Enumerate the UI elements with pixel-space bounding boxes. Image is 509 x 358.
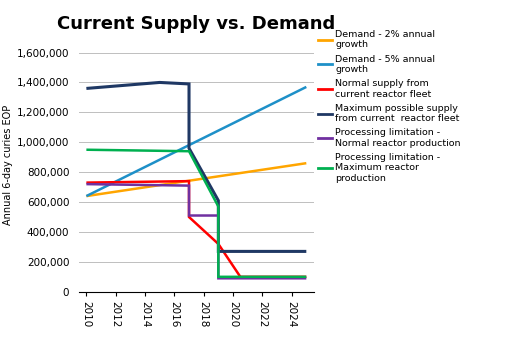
Line: Processing limitation -
Normal reactor production: Processing limitation - Normal reactor p…	[86, 184, 306, 278]
Maximum possible supply
from current  reactor fleet	[186, 82, 192, 86]
Maximum possible supply
from current  reactor fleet	[244, 249, 250, 253]
Processing limitation -
Normal reactor production	[186, 183, 192, 188]
Processing limitation -
Maximum reactor
production	[237, 275, 243, 279]
Processing limitation -
Normal reactor production	[186, 213, 192, 218]
Y-axis label: Annual 6-day curies EOP: Annual 6-day curies EOP	[3, 105, 13, 225]
Maximum possible supply
from current  reactor fleet	[244, 249, 250, 253]
Normal supply from
current reactor fleet	[215, 242, 221, 246]
Maximum possible supply
from current  reactor fleet	[303, 249, 309, 253]
Normal supply from
current reactor fleet	[237, 275, 243, 279]
Processing limitation -
Normal reactor production	[237, 276, 243, 280]
Legend: Demand - 2% annual
growth, Demand - 5% annual
growth, Normal supply from
current: Demand - 2% annual growth, Demand - 5% a…	[318, 30, 460, 183]
Processing limitation -
Maximum reactor
production	[186, 149, 192, 153]
Processing limitation -
Maximum reactor
production	[303, 275, 309, 279]
Maximum possible supply
from current  reactor fleet	[215, 249, 221, 253]
Processing limitation -
Maximum reactor
production	[237, 275, 243, 279]
Maximum possible supply
from current  reactor fleet	[186, 146, 192, 150]
Normal supply from
current reactor fleet	[237, 275, 243, 279]
Processing limitation -
Normal reactor production	[215, 213, 221, 218]
Line: Normal supply from
current reactor fleet: Normal supply from current reactor fleet	[86, 181, 306, 277]
Processing limitation -
Normal reactor production	[215, 276, 221, 280]
Normal supply from
current reactor fleet	[83, 180, 89, 185]
Normal supply from
current reactor fleet	[186, 179, 192, 183]
Processing limitation -
Normal reactor production	[83, 182, 89, 186]
Normal supply from
current reactor fleet	[215, 242, 221, 246]
Processing limitation -
Normal reactor production	[303, 276, 309, 280]
Title: Current Supply vs. Demand: Current Supply vs. Demand	[57, 15, 335, 33]
Maximum possible supply
from current  reactor fleet	[156, 80, 162, 84]
Line: Maximum possible supply
from current  reactor fleet: Maximum possible supply from current rea…	[86, 82, 306, 251]
Normal supply from
current reactor fleet	[303, 275, 309, 279]
Processing limitation -
Maximum reactor
production	[215, 204, 221, 209]
Processing limitation -
Maximum reactor
production	[215, 275, 221, 279]
Processing limitation -
Maximum reactor
production	[186, 149, 192, 153]
Normal supply from
current reactor fleet	[186, 215, 192, 219]
Maximum possible supply
from current  reactor fleet	[156, 80, 162, 84]
Processing limitation -
Normal reactor production	[237, 276, 243, 280]
Line: Processing limitation -
Maximum reactor
production: Processing limitation - Maximum reactor …	[86, 150, 306, 277]
Processing limitation -
Maximum reactor
production	[83, 147, 89, 152]
Maximum possible supply
from current  reactor fleet	[215, 198, 221, 203]
Maximum possible supply
from current  reactor fleet	[83, 86, 89, 91]
